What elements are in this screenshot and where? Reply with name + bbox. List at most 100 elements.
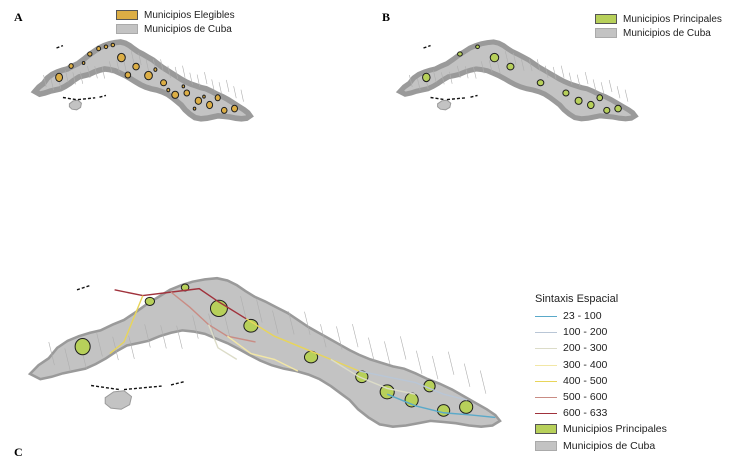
municipality-boundary (145, 324, 151, 347)
legend-label: Municipios Principales (623, 13, 722, 25)
municipality-boundary (131, 51, 134, 63)
highlighted-municipality (507, 63, 514, 70)
municipality-boundary (182, 66, 185, 78)
legend-class-7: 600 - 633 (535, 405, 667, 421)
road-segment (387, 394, 495, 417)
coastal-cays (91, 386, 119, 390)
highlighted-municipality (167, 88, 170, 92)
legend-class-1: 23 - 100 (535, 308, 667, 324)
highlighted-municipality (437, 405, 449, 417)
legend-swatch (535, 424, 557, 435)
highlighted-municipality (563, 90, 569, 96)
municipality-boundary (304, 312, 310, 335)
road-segment (110, 296, 143, 354)
coastal-cays (124, 386, 162, 389)
panel-c-legend: Sintaxis Espacial 23 - 100 100 - 200 200… (535, 290, 667, 454)
municipality-boundary (139, 53, 142, 65)
highlighted-municipality (104, 45, 107, 49)
legend-item-elegibles: Municipios Elegibles (116, 8, 235, 22)
highlighted-municipality (615, 105, 622, 112)
municipality-boundary (73, 72, 76, 84)
municipality-boundary (44, 75, 47, 87)
legend-item-cuba: Municipios de Cuba (116, 22, 235, 36)
legend-line (535, 327, 557, 337)
municipality-boundary (561, 66, 564, 78)
municipality-boundary (448, 352, 454, 375)
municipality-boundary (289, 311, 295, 334)
municipality-boundary (617, 86, 620, 98)
legend-label: 400 - 500 (563, 374, 608, 387)
road-segment (331, 359, 416, 394)
highlighted-municipality (195, 97, 201, 104)
legend-swatch (116, 10, 138, 20)
legend-swatch (116, 24, 138, 34)
legend-item-cuba: Municipios de Cuba (595, 26, 722, 40)
legend-label: Municipios Principales (563, 423, 667, 436)
legend-class-4: 300 - 400 (535, 357, 667, 373)
highlighted-municipality (193, 107, 196, 110)
municipality-boundary (489, 60, 492, 72)
municipality-boundary (464, 364, 470, 387)
legend-label: 600 - 633 (563, 407, 608, 420)
legend-label: Municipios de Cuba (623, 27, 711, 39)
highlighted-municipality (207, 101, 213, 108)
road-segment (359, 371, 467, 400)
legend-line (535, 408, 557, 418)
panel-a-legend: Municipios Elegibles Municipios de Cuba (116, 8, 235, 36)
highlighted-municipality (88, 52, 92, 56)
legend-item-cuba: Municipios de Cuba (535, 438, 667, 454)
municipality-boundary (273, 311, 279, 334)
highlighted-municipality (145, 297, 154, 305)
isla-juventud (69, 100, 81, 110)
highlighted-municipality (161, 80, 167, 86)
municipality-boundary (441, 72, 444, 84)
legend-item-principales: Municipios Principales (595, 12, 722, 26)
municipality-boundary (601, 82, 604, 94)
municipality-boundary (177, 326, 183, 349)
legend-label: 100 - 200 (563, 326, 608, 339)
municipality-boundary (190, 73, 193, 85)
municipality-boundary (480, 370, 486, 393)
municipality-boundary (175, 67, 178, 79)
municipality-boundary (473, 67, 476, 79)
highlighted-municipality (145, 71, 153, 79)
highlighted-municipality (423, 73, 431, 81)
highlighted-municipality (537, 80, 544, 86)
municipality-boundary (577, 75, 580, 87)
panel-b-letter: B (382, 10, 391, 24)
municipality-boundary (97, 333, 103, 356)
coastal-cays (171, 381, 185, 384)
legend-label: Municipios de Cuba (563, 439, 656, 452)
legend-line (535, 311, 557, 321)
road-segment (227, 336, 298, 371)
highlighted-municipality (458, 52, 463, 56)
highlighted-municipality (172, 91, 179, 98)
highlighted-municipality (154, 68, 157, 72)
municipality-boundary (553, 67, 556, 79)
highlighted-municipality (221, 107, 227, 113)
highlighted-municipality (69, 64, 73, 69)
coastal-cays (447, 98, 466, 100)
cuba-landmass (30, 278, 500, 426)
municipality-boundary (529, 59, 532, 71)
highlighted-municipality (476, 45, 480, 49)
legend-label: 23 - 100 (563, 310, 602, 323)
municipality-boundary (320, 324, 326, 347)
legend-label: 200 - 300 (563, 342, 608, 355)
municipality-boundary (585, 72, 588, 84)
highlighted-municipality (97, 47, 101, 51)
isla-juventud (438, 100, 451, 110)
municipality-boundary (400, 336, 406, 359)
highlighted-municipality (184, 90, 190, 96)
municipality-boundary (432, 356, 438, 379)
highlighted-municipality (215, 95, 220, 101)
coastal-cays (100, 95, 106, 97)
legend-class-6: 500 - 600 (535, 389, 667, 405)
road-segment (115, 289, 247, 319)
municipality-boundary (51, 78, 54, 90)
municipality-boundary (593, 79, 596, 91)
municipality-boundary (66, 70, 69, 82)
municipality-boundary (241, 90, 244, 102)
